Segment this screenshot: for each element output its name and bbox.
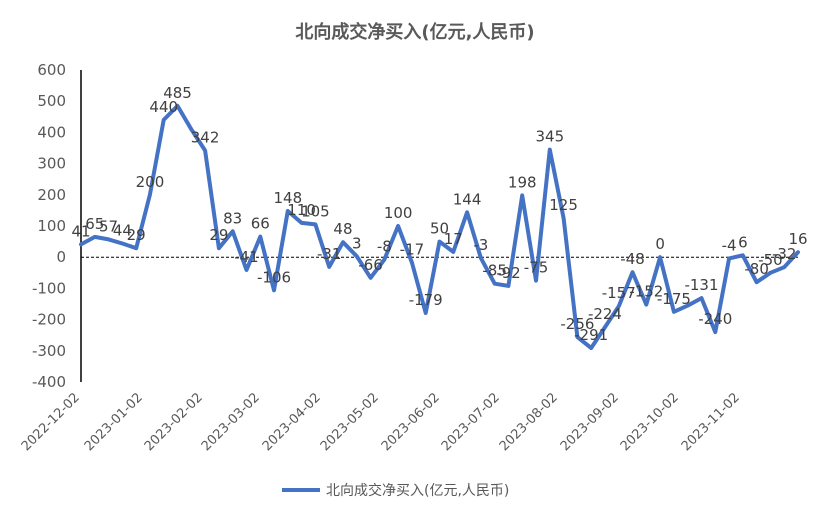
data-label: 48 [333,220,352,238]
x-tick-label: 2023-03-02 [199,390,263,454]
data-label: -41 [234,248,259,266]
x-tick-label: 2023-09-02 [558,390,622,454]
data-label: -175 [657,290,691,308]
x-tick-label: 2023-10-02 [618,390,682,454]
data-label: -75 [524,259,549,277]
x-tick-label: 2023-06-02 [379,390,443,454]
data-label: 17 [444,230,463,248]
data-label: 3 [352,234,362,252]
data-label: 100 [384,204,413,222]
data-label: 41 [71,222,90,240]
data-label: 83 [223,209,242,227]
data-label: 66 [251,215,270,233]
y-tick-label: 200 [37,186,66,204]
data-label: 148 [274,189,303,207]
x-tick-label: 2022-12-02 [19,390,83,454]
data-label: -152 [629,283,663,301]
data-label: -3 [473,236,488,254]
data-label: 110 [287,201,316,219]
data-label: -224 [588,305,622,323]
x-tick-label: 2023-04-02 [260,390,324,454]
data-label: -66 [358,256,383,274]
data-label: 50 [430,220,449,238]
x-tick-label: 2023-01-02 [82,390,146,454]
data-label: -48 [620,250,645,268]
data-label: -4 [722,236,737,254]
data-label: -80 [744,260,769,278]
data-label: 342 [191,128,220,146]
y-tick-label: 0 [56,248,66,266]
y-tick-label: 400 [37,123,66,141]
data-label: 440 [149,98,178,116]
data-label: -8 [377,238,392,256]
x-tick-label: 2023-11-02 [679,390,743,454]
data-label: 125 [549,196,578,214]
y-tick-label: -100 [32,279,66,297]
data-label: 44 [113,221,132,239]
data-label: 0 [655,235,665,253]
data-label: -240 [698,310,732,328]
data-label: -92 [496,264,521,282]
y-tick-label: -400 [32,373,66,391]
data-label: 65 [85,215,104,233]
data-label: 29 [127,226,146,244]
data-label: 57 [99,217,118,235]
data-label: -31 [317,245,342,263]
x-tick-label: 2023-02-02 [142,390,206,454]
legend-label: 北向成交净买入(亿元,人民币) [326,482,509,499]
data-label: -32 [772,245,797,263]
data-label: 105 [301,202,330,220]
data-label: -85 [482,262,507,280]
x-tick-label: 2023-08-02 [497,390,561,454]
x-tick-label: 2023-05-02 [318,390,382,454]
y-tick-label: 100 [37,217,66,235]
data-label: -256 [560,315,594,333]
y-tick-label: 500 [37,92,66,110]
data-label: 16 [788,230,807,248]
data-label: -17 [400,241,425,259]
y-tick-label: 600 [37,61,66,79]
data-label: 485 [163,84,192,102]
data-label: -50 [758,251,783,269]
data-label: 144 [453,190,482,208]
data-label: 6 [738,233,748,251]
chart-title: 北向成交净买入(亿元,人民币) [295,22,535,43]
y-tick-label: -200 [32,311,66,329]
data-label: -131 [684,276,718,294]
x-tick-label: 2023-07-02 [439,390,503,454]
data-label: -106 [257,268,291,286]
data-label: 200 [136,173,165,191]
data-label: -157 [602,284,636,302]
data-label: 198 [508,173,537,191]
y-tick-label: 300 [37,155,66,173]
data-label: 29 [209,226,228,244]
data-label: -179 [409,291,443,309]
data-label: -291 [574,326,608,344]
y-tick-label: -300 [32,342,66,360]
data-label: 345 [535,128,564,146]
